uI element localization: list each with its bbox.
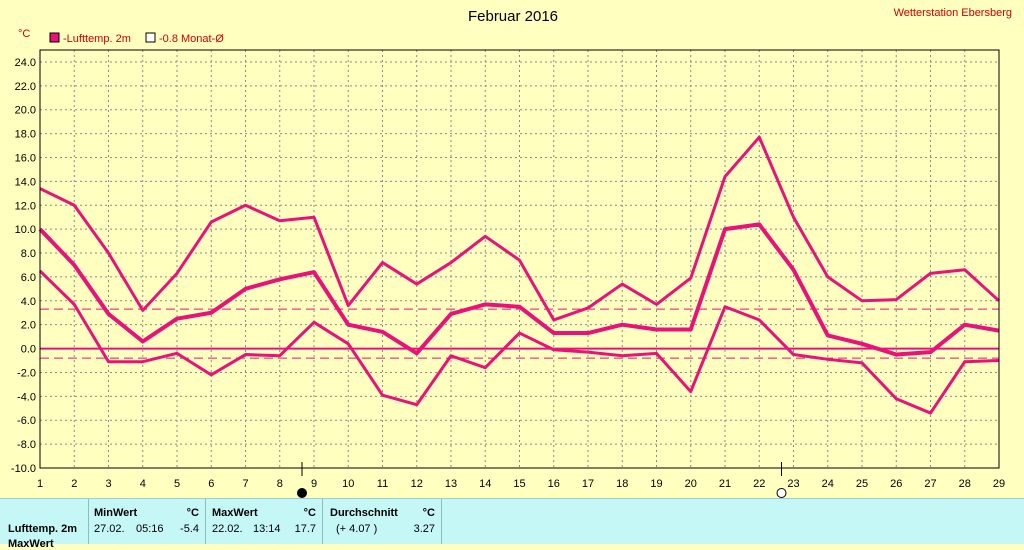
y-tick-label: 2.0 [21,320,36,332]
y-tick-label: -8.0 [17,439,36,451]
x-tick-label: 1 [37,478,43,490]
station-name: Wetterstation Ebersberg [894,7,1012,19]
x-tick-label: 26 [890,478,902,490]
x-tick-label: 11 [377,478,388,490]
x-tick-label: 15 [513,478,525,490]
x-tick-label: 12 [411,478,423,490]
y-tick-label: 8.0 [21,248,36,260]
x-tick-label: 14 [479,478,491,490]
x-tick-label: 7 [242,478,248,490]
x-tick-label: 8 [277,478,283,490]
separator [88,499,89,544]
min-unit: °C [186,507,199,519]
x-axis-labels: 1 2 3 4 5 6 7 8 9 10 11 12 13 14 15 16 17 18 19 20 21 22 23 24 2… [37,478,1005,490]
x-tick-label: 27 [924,478,936,490]
series-line [39,135,1001,322]
x-tick-label: 13 [445,478,457,490]
y-tick-label: 10.0 [15,224,36,236]
full-moon-icon [776,488,787,498]
min-date: 27.02. [94,523,125,535]
y-tick-label: 20.0 [15,105,36,117]
x-tick-label: 18 [616,478,628,490]
x-tick-label: 4 [140,478,146,490]
x-tick-label: 22 [753,478,765,490]
y-tick-label: 24.0 [15,57,36,69]
x-tick-label: 29 [993,478,1005,490]
min-time: 05:16 [136,523,164,535]
stats-panel: Lufttemp. 2m MaxWert MinWert °C 27.02. 0… [0,498,1024,550]
y-tick-label: 16.0 [15,152,36,164]
y-tick-label: 22.0 [15,81,36,93]
x-tick-label: 2 [71,478,77,490]
avg-cell: Durchschnitt °C (+ 4.07 ) 3.27 [323,499,441,544]
y-unit-label: °C [18,28,30,40]
max-unit: °C [303,507,316,519]
legend-marker-open [145,32,156,43]
avg-header: Durchschnitt [330,507,398,519]
row-label-cut: MaxWert [8,538,54,550]
series-line [38,269,1000,415]
y-tick-label: 6.0 [21,272,36,284]
min-value: -5.4 [180,523,199,535]
chart-area: Februar 2016 Wetterstation Ebersberg °C … [11,7,1012,498]
x-tick-label: 5 [174,478,180,490]
max-time: 13:14 [253,523,281,535]
x-tick-label: 28 [959,478,971,490]
avg-value: 3.27 [413,523,435,535]
min-cell: MinWert °C 27.02. 05:16 -5.4 [89,499,205,544]
y-tick-label: -10.0 [11,463,36,475]
row-label-cell: Lufttemp. 2m MaxWert [0,499,88,550]
y-tick-label: -2.0 [17,367,36,379]
y-axis-labels: 24.0 22.0 20.0 18.0 16.0 14.0 12.0 10.0 8.0 6.0 4.… [11,57,36,475]
y-tick-label: 4.0 [21,296,36,308]
series-line [38,222,1000,357]
y-tick-label: 14.0 [15,176,36,188]
legend-label-temp: -Lufttemp. 2m [63,33,131,45]
separator [441,499,442,544]
x-tick-label: 9 [311,478,317,490]
x-tick-label: 10 [342,478,354,490]
legend: -Lufttemp. 2m -0.8 Monat-Ø [49,32,224,45]
y-tick-label: 12.0 [15,200,36,212]
max-value: 17.7 [294,523,316,535]
x-tick-label: 3 [105,478,111,490]
max-header: MaxWert [212,507,258,519]
separator [322,499,323,544]
avg-unit: °C [422,507,435,519]
x-tick-label: 23 [787,478,799,490]
y-tick-label: -6.0 [17,415,36,427]
moon-markers [297,462,787,498]
x-tick-label: 21 [719,478,731,490]
separator [205,499,206,544]
new-moon-icon [297,488,307,498]
x-tick-label: 25 [856,478,868,490]
legend-label-avg: -0.8 Monat-Ø [159,33,224,45]
x-tick-label: 17 [582,478,594,490]
max-cell: MaxWert °C 22.02. 13:14 17.7 [206,499,322,544]
series-lines [38,135,1001,415]
max-date: 22.02. [212,523,243,535]
y-tick-label: 18.0 [15,129,36,141]
chart-title: Februar 2016 [468,8,558,25]
x-tick-label: 16 [548,478,560,490]
x-tick-label: 19 [650,478,662,490]
row-label: Lufttemp. 2m [8,523,78,535]
x-tick-label: 20 [685,478,697,490]
avg-delta: (+ 4.07 ) [336,523,378,535]
x-tick-label: 24 [822,478,834,490]
x-tick-label: 6 [208,478,214,490]
y-tick-label: -4.0 [17,391,36,403]
y-tick-label: 0.0 [21,344,36,356]
min-header: MinWert [94,507,138,519]
plot-frame [39,49,1000,469]
legend-marker-filled [49,32,60,43]
